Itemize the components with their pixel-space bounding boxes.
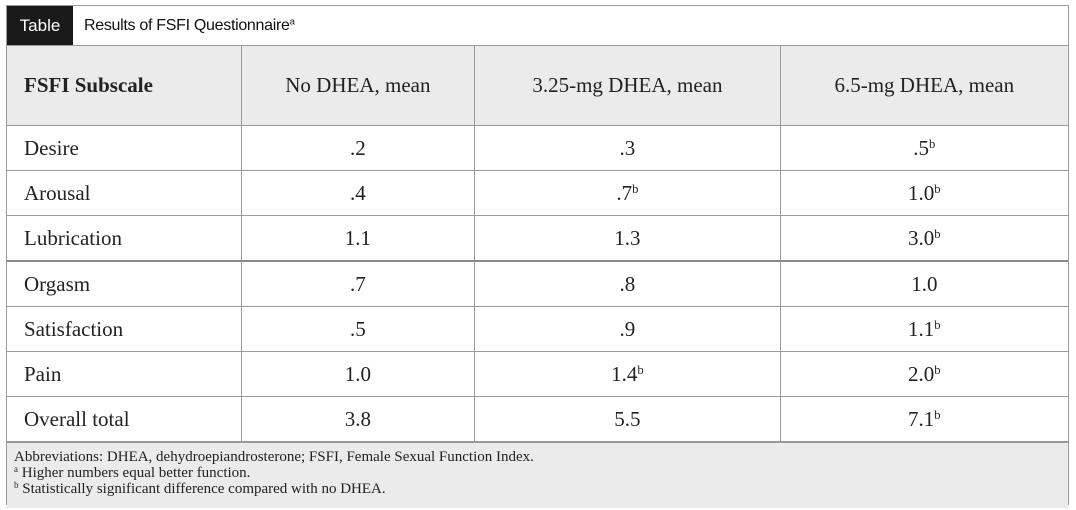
- footnote-mark: b: [934, 317, 941, 332]
- cell: .4: [240, 170, 476, 216]
- cell: 1.0: [779, 260, 1068, 307]
- cell-value: 7.1: [908, 406, 935, 431]
- footnote-text: Higher numbers equal better function.: [21, 465, 251, 481]
- row-label: Desire: [7, 125, 242, 171]
- row-label: Satisfaction: [7, 306, 242, 352]
- cell: .3: [474, 125, 781, 171]
- cell-value: 1.4: [611, 361, 638, 386]
- table-title: Results of FSFI Questionnairea: [84, 17, 295, 35]
- cell-value: .7: [616, 180, 633, 205]
- cell: .8: [474, 260, 781, 307]
- table-row: Arousal .4.7b 1.0b: [7, 170, 1068, 216]
- footnote-mark: a: [14, 464, 18, 475]
- cell: 3.0b: [779, 215, 1068, 262]
- cell: 1.1b: [779, 306, 1068, 352]
- cell: 1.1: [240, 215, 476, 262]
- footnote: a Higher numbers equal better function.: [14, 465, 1061, 481]
- cell: 5.5: [474, 396, 781, 442]
- footnote-mark: b: [637, 362, 644, 377]
- footnote: Abbreviations: DHEA, dehydroepiandroster…: [14, 449, 1061, 465]
- column-header: No DHEA, mean: [240, 46, 476, 126]
- results-table: FSFI Subscale No DHEA, mean 3.25-mg DHEA, …: [7, 46, 1068, 442]
- table-row: Lubrication 1.1 1.3 3.0b: [7, 215, 1068, 262]
- cell-value: 2.0: [908, 361, 935, 386]
- footnote-mark: b: [929, 136, 936, 151]
- cell-value: .5: [913, 135, 930, 160]
- cell: .5b: [779, 125, 1068, 171]
- footnote-text: Statistically significant difference com…: [22, 481, 386, 497]
- column-header: 3.25-mg DHEA, mean: [474, 46, 781, 126]
- footnote-mark: b: [632, 181, 639, 196]
- table-header: Table Results of FSFI Questionnairea: [7, 6, 1068, 46]
- cell: 1.3: [474, 215, 781, 262]
- footnote-mark: b: [934, 362, 941, 377]
- footnote-mark: b: [934, 226, 941, 241]
- cell: 1.0b: [779, 170, 1068, 216]
- table-card: Table Results of FSFI Questionnairea FSF…: [6, 5, 1069, 508]
- row-label: Arousal: [7, 170, 242, 216]
- footnotes: Abbreviations: DHEA, dehydroepiandroster…: [7, 442, 1068, 508]
- row-label: Orgasm: [7, 260, 242, 307]
- column-header: FSFI Subscale: [7, 46, 242, 126]
- cell: .7b: [474, 170, 781, 216]
- footnote-mark: b: [934, 407, 941, 422]
- footnote-mark: b: [934, 181, 941, 196]
- table-row: Desire .2.3.5b: [7, 125, 1068, 171]
- cell: 3.8: [240, 396, 476, 442]
- column-header: 6.5-mg DHEA, mean: [779, 46, 1068, 126]
- footnote: b Statistically significant difference c…: [14, 481, 1061, 497]
- cell-value: 3.0: [908, 225, 935, 250]
- row-label: Lubrication: [7, 215, 242, 262]
- table-row: Satisfaction .5.9 1.1b: [7, 306, 1068, 352]
- cell: 7.1b: [779, 396, 1068, 442]
- cell: .2: [240, 125, 476, 171]
- cell: 1.4b: [474, 351, 781, 397]
- table-row: Overall total 3.8 5.5 7.1b: [7, 396, 1068, 442]
- title-text: Results of FSFI Questionnaire: [84, 16, 290, 34]
- cell-value: 1.0: [908, 180, 935, 205]
- header-row: FSFI Subscale No DHEA, mean 3.25-mg DHEA, …: [7, 46, 1068, 126]
- row-label: Pain: [7, 351, 242, 397]
- footnote-mark: b: [14, 480, 19, 491]
- cell-value: 1.1: [908, 316, 935, 341]
- cell: 1.0: [240, 351, 476, 397]
- cell: .9: [474, 306, 781, 352]
- table-label: Table: [7, 6, 73, 45]
- cell: .5: [240, 306, 476, 352]
- footnote-text: Abbreviations: DHEA, dehydroepiandroster…: [14, 449, 534, 465]
- table-row: Pain 1.0 1.4b 2.0b: [7, 351, 1068, 397]
- row-label: Overall total: [7, 396, 242, 442]
- cell: 2.0b: [779, 351, 1068, 397]
- title-footnote-mark: a: [289, 16, 295, 28]
- cell: .7: [240, 260, 476, 307]
- table-row: Orgasm .7.8 1.0: [7, 260, 1068, 307]
